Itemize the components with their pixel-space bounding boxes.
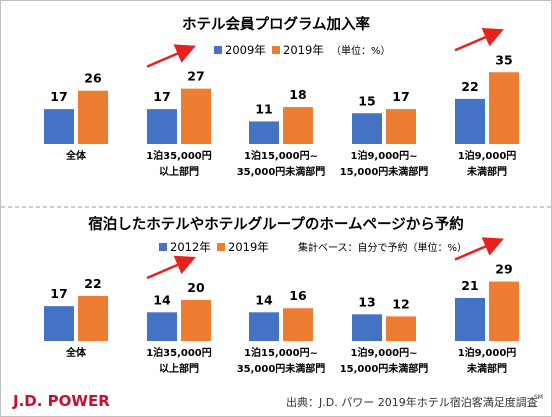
bar (147, 109, 177, 144)
chart-title: 宿泊したホテルやホテルグループのホームページから予約 (88, 215, 463, 233)
data-label: 13 (358, 294, 375, 309)
chart-1: ホテル会員プログラム加入率 2009年 2019年 （単位：%） 17 26 全体 17 27 1… (44, 15, 519, 178)
legend-label: 2019年 (283, 43, 324, 57)
data-label: 26 (84, 71, 102, 86)
data-label: 20 (187, 280, 205, 295)
legend-label: 2012年 (170, 240, 211, 254)
data-label: 12 (392, 296, 409, 311)
category-label: 1泊9,000円~ (351, 149, 418, 162)
category-label: 以上部門 (159, 165, 199, 178)
bar (489, 281, 519, 341)
trend-arrow (146, 44, 196, 68)
bar (386, 109, 416, 144)
data-label: 16 (289, 288, 307, 303)
category-label: 未満部門 (466, 165, 507, 178)
data-label: 11 (255, 101, 272, 116)
category-label: 1泊9,000円 (458, 149, 517, 162)
bar (352, 314, 382, 341)
bar (181, 88, 211, 144)
data-label: 17 (50, 89, 67, 104)
category-label: 全体 (65, 346, 87, 359)
chart-title: ホテル会員プログラム加入率 (182, 15, 371, 33)
category-label: 未満部門 (466, 362, 507, 375)
category-label: 1泊35,000円 (146, 149, 212, 162)
category-label: 1泊15,000円~ (244, 346, 318, 359)
data-label: 14 (153, 292, 171, 307)
data-label: 17 (392, 89, 409, 104)
data-label: 17 (50, 286, 67, 301)
bar (44, 109, 74, 144)
data-label: 15 (358, 93, 375, 108)
bar (455, 297, 485, 341)
trend-arrow (146, 255, 196, 280)
trend-arrow (454, 237, 504, 261)
category-label: 1泊15,000円~ (244, 149, 318, 162)
bar (283, 107, 313, 144)
bar (249, 121, 279, 144)
category-label: 35,000円未満部門 (237, 362, 326, 375)
category-label: 35,000円未満部門 (237, 165, 326, 178)
bar (352, 113, 382, 144)
category-label: 15,000円未満部門 (340, 362, 429, 375)
bar (44, 306, 74, 341)
legend-swatch (214, 46, 222, 54)
data-label: 14 (255, 292, 273, 307)
chart-note: 集計ベース：自分で予約（単位：%） (298, 241, 467, 254)
bar (283, 308, 313, 341)
legend-label: 2009年 (225, 43, 266, 57)
data-label: 17 (153, 89, 170, 104)
legend-swatch (272, 46, 280, 54)
data-label: 22 (84, 276, 101, 291)
data-label: 22 (461, 79, 478, 94)
category-label: 1泊9,000円~ (351, 346, 418, 359)
legend-swatch (159, 243, 167, 251)
bar (78, 90, 108, 144)
chart-note: （単位：%） (331, 44, 391, 57)
data-label: 18 (289, 87, 306, 102)
bar (386, 316, 416, 341)
source-note: 出典：J.D. パワー 2019年ホテル宿泊客満足度調査 (286, 395, 538, 409)
bar (489, 72, 519, 144)
bar (455, 98, 485, 144)
jd-power-logo: J.D. POWER (12, 392, 110, 410)
bar (249, 312, 279, 341)
category-label: 1泊9,000円 (458, 346, 517, 359)
category-label: 以上部門 (159, 362, 199, 375)
category-label: 全体 (65, 149, 87, 162)
legend-swatch (217, 243, 225, 251)
legend-label: 2019年 (228, 240, 269, 254)
bar (181, 300, 211, 341)
trend-arrow (454, 27, 504, 52)
data-label: 27 (187, 69, 204, 84)
category-label: 15,000円未満部門 (340, 165, 429, 178)
bar (147, 312, 177, 341)
service-mark: SM (534, 394, 543, 401)
category-label: 1泊35,000円 (146, 346, 212, 359)
data-label: 21 (461, 278, 478, 293)
data-label: 35 (495, 52, 512, 67)
chart-2: 宿泊したホテルやホテルグループのホームページから予約 2012年 2019年 集計ベー… (44, 215, 519, 375)
bar (78, 295, 108, 341)
data-label: 29 (495, 262, 512, 277)
